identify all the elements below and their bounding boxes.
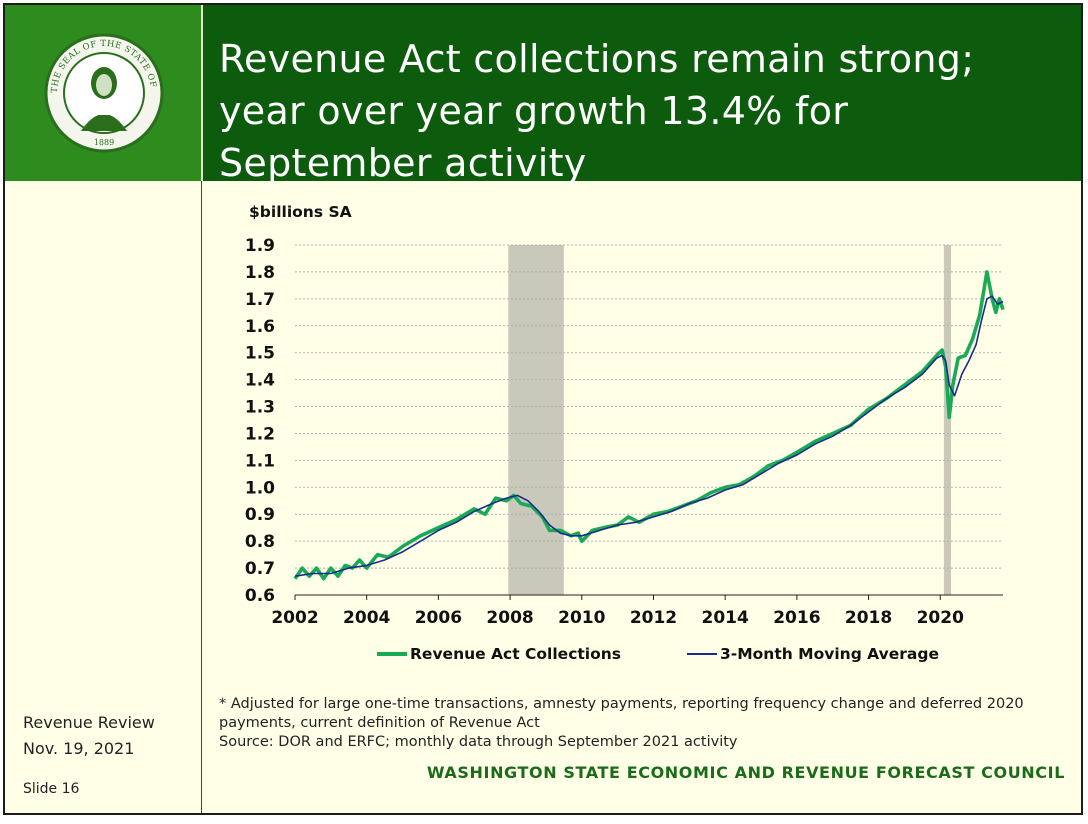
y-tick-label: 0.6 [245, 586, 275, 606]
recession-band-1 [508, 245, 564, 595]
title-line-3: September activity [219, 141, 587, 185]
x-tick-label: 2014 [702, 608, 749, 628]
y-tick-label: 0.7 [245, 559, 275, 579]
x-tick-label: 2006 [415, 608, 462, 628]
x-tick-label: 2020 [917, 608, 964, 628]
svg-text:1889: 1889 [94, 138, 114, 147]
y-tick-label: 1.1 [245, 451, 275, 471]
x-tick-label: 2002 [271, 608, 318, 628]
title-line-2: year over year growth 13.4% for [219, 89, 849, 133]
y-axis-label: $billions SA [249, 203, 352, 221]
x-tick-label: 2010 [558, 608, 605, 628]
y-tick-label: 1.2 [245, 424, 275, 444]
y-tick-label: 1.7 [245, 290, 275, 310]
y-tick-label: 1.4 [245, 371, 275, 391]
y-tick-label: 1.8 [245, 263, 275, 283]
recession-band-2 [943, 245, 952, 595]
title-panel: Revenue Act collections remain strong; y… [201, 5, 1081, 185]
x-tick-label: 2012 [630, 608, 677, 628]
legend-label: 3-Month Moving Average [720, 645, 939, 663]
state-seal-logo: THE SEAL OF THE STATE OF WASHINGTON 1889 [5, 5, 164, 153]
series-3-month-moving-average [294, 295, 1004, 577]
review-label: Revenue Review [23, 713, 155, 732]
y-tick-label: 1.5 [245, 344, 275, 364]
revenue-chart: 0.6 0.7 0.8 0.9 1.0 1.1 1.2 1.3 1.4 1.5 1.6 1.7 1.8 1… [245, 203, 1005, 663]
series-revenue-act-collections [293, 270, 1005, 581]
y-tick-label: 0.9 [245, 505, 275, 525]
x-tick-label: 2018 [845, 608, 892, 628]
footnote: * Adjusted for large one-time transactio… [219, 696, 1024, 731]
legend-label: Revenue Act Collections [410, 645, 621, 663]
slide-number: Slide 16 [23, 781, 80, 797]
source-note: Source: DOR and ERFC; monthly data throu… [219, 734, 738, 750]
seal-panel: THE SEAL OF THE STATE OF WASHINGTON 1889 [5, 5, 201, 181]
x-tick-label: 2016 [773, 608, 820, 628]
x-tick-label: 2004 [343, 608, 390, 628]
title-line-1: Revenue Act collections remain strong; [219, 37, 975, 81]
y-tick-label: 1.9 [245, 236, 275, 256]
council-name: WASHINGTON STATE ECONOMIC AND REVENUE FO… [426, 763, 1065, 782]
x-tick-label: 2008 [486, 608, 533, 628]
slide-title: Revenue Act collections remain strong; y… [219, 33, 1071, 189]
y-tick-label: 0.8 [245, 532, 275, 552]
slide: THE SEAL OF THE STATE OF WASHINGTON 1889… [3, 3, 1083, 815]
left-divider [201, 181, 202, 813]
chart-notes: * Adjusted for large one-time transactio… [219, 695, 1039, 752]
y-tick-label: 1.6 [245, 317, 275, 337]
review-date: Nov. 19, 2021 [23, 739, 135, 758]
y-tick-label: 1.3 [245, 398, 275, 418]
y-tick-label: 1.0 [245, 478, 275, 498]
